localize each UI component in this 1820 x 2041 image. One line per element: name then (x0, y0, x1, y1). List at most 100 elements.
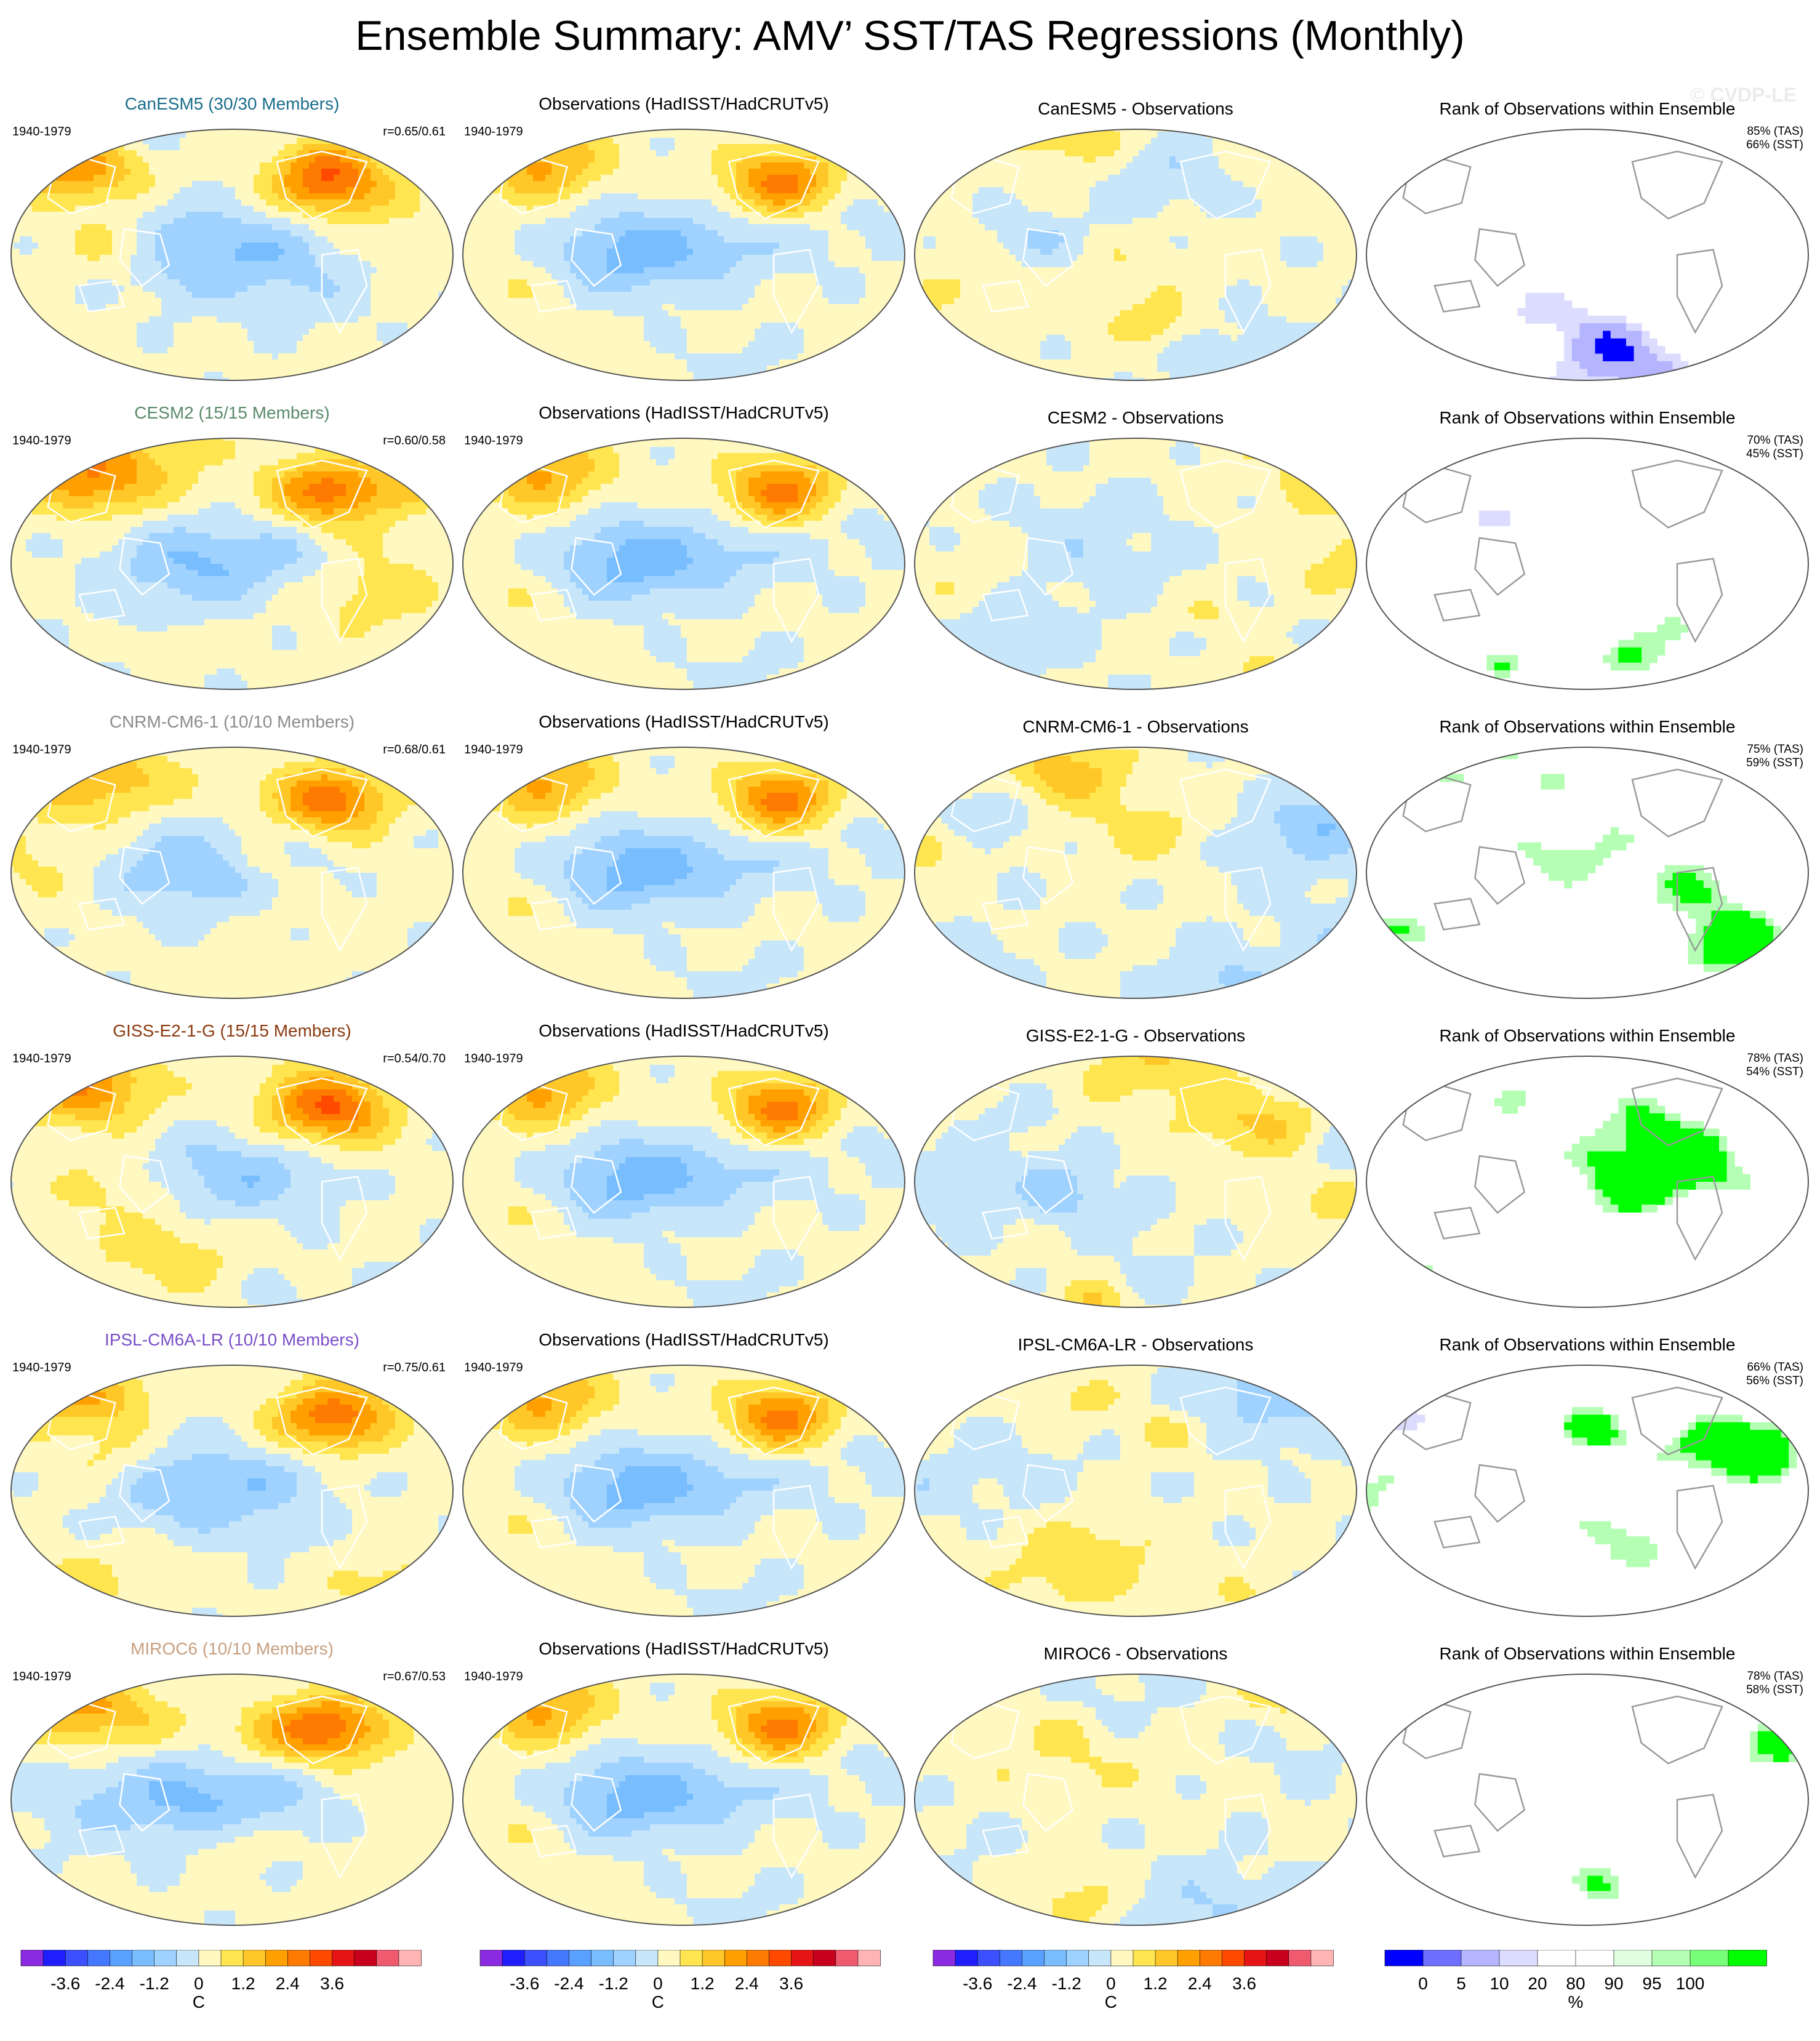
colorbar-swatch (1000, 1950, 1023, 1967)
coastline (1433, 897, 1481, 931)
map-field (1366, 1386, 1805, 1570)
coastline (1474, 1773, 1526, 1832)
coastline (276, 459, 368, 529)
colorbar-swatch (110, 1950, 133, 1967)
colorbar-swatch (398, 1950, 422, 1967)
colorbar-swatch (857, 1950, 881, 1967)
coastline (571, 846, 622, 905)
correlation-label: r=0.60/0.58 (323, 433, 446, 448)
observations-map (462, 129, 905, 381)
model-map (10, 747, 454, 999)
colorbar-swatch (198, 1950, 222, 1967)
colorbar-swatch (1266, 1950, 1289, 1967)
map-field (11, 1365, 453, 1616)
rank-map (1366, 438, 1809, 690)
colorbar-tick-label: 3.6 (1232, 1974, 1256, 1993)
colorbar-swatch (813, 1950, 836, 1967)
coastline (321, 249, 368, 334)
rank-sst-label: 45% (SST) (1680, 447, 1803, 461)
coastline (1224, 558, 1272, 643)
coastline (530, 279, 577, 313)
coastline (1474, 846, 1526, 905)
coastline (1224, 1485, 1272, 1570)
difference-map (914, 1365, 1357, 1617)
coastline (321, 1176, 368, 1261)
colorbar-swatch (1022, 1950, 1045, 1967)
colorbar-tick-label: 95 (1642, 1974, 1661, 1993)
colorbar-swatch (635, 1950, 659, 1967)
difference-map (914, 747, 1357, 999)
colorbar-tick-label: 0 (1106, 1974, 1116, 1993)
map-field (915, 1365, 1357, 1616)
obs-panel-title: Observations (HadISST/HadCRUTv5) (456, 1020, 912, 1041)
colorbar-swatch (1537, 1950, 1576, 1967)
map-border (914, 129, 1357, 381)
rank-tas-label: 85% (TAS) (1680, 124, 1803, 138)
map-border (10, 747, 454, 999)
coastline (1224, 1176, 1272, 1261)
difference-map (914, 1056, 1357, 1308)
map-border (462, 1056, 905, 1308)
difference-panel-title: IPSL-CM6A-LR - Observations (908, 1334, 1363, 1355)
coastline (321, 1485, 368, 1570)
coastline (1631, 1695, 1723, 1765)
map-field (1402, 459, 1723, 678)
colorbar-swatch (65, 1950, 89, 1967)
coastline (1631, 1077, 1723, 1147)
rank-sst-label: 59% (SST) (1680, 756, 1803, 770)
coastline (1179, 459, 1272, 529)
colorbar-swatch (1222, 1950, 1245, 1967)
map-border (1366, 438, 1809, 690)
colorbar-swatch (547, 1950, 570, 1967)
rank-panel-title: Rank of Observations within Ensemble (1360, 716, 1815, 737)
colorbar-swatch (1288, 1950, 1312, 1967)
colorbar-swatch (332, 1950, 355, 1967)
coastline (1631, 1386, 1723, 1456)
colorbar-swatch (42, 1950, 66, 1967)
map-field (463, 747, 905, 998)
rank-map (1366, 129, 1809, 381)
coastline (728, 150, 820, 220)
coastline (530, 1515, 577, 1549)
difference-map (914, 129, 1357, 381)
colorbar-unit: C (652, 1992, 664, 2011)
coastline (1179, 1386, 1272, 1456)
coastline (728, 768, 820, 838)
coastline (78, 588, 126, 622)
rank-panel-title: Rank of Observations within Ensemble (1360, 1643, 1815, 1664)
colorbar-swatch (747, 1950, 770, 1967)
map-border (10, 1674, 454, 1926)
coastline (1022, 537, 1074, 596)
map-border (914, 1056, 1357, 1308)
coastline (1676, 558, 1723, 643)
model-panel-title: IPSL-CM6A-LR (10/10 Members) (4, 1329, 460, 1350)
colorbar-tick-label: 0 (1418, 1974, 1428, 1993)
colorbar-tick-label: -3.6 (510, 1974, 539, 1993)
coastline (1433, 1515, 1481, 1549)
observations-map (462, 438, 905, 690)
map-border (462, 1365, 905, 1617)
colorbar-swatch (310, 1950, 333, 1967)
coastline (728, 1695, 820, 1765)
observations-map (462, 1674, 905, 1926)
colorbar-swatch (20, 1950, 44, 1967)
map-border (462, 747, 905, 999)
coastline (1631, 768, 1723, 838)
obs-panel-title: Observations (HadISST/HadCRUTv5) (456, 1638, 912, 1659)
coastline (1402, 1083, 1472, 1142)
coastline (1433, 1206, 1481, 1240)
colorbar-unit: C (193, 1992, 205, 2011)
colorbar-swatch (154, 1950, 177, 1967)
coastline (982, 279, 1029, 313)
colorbar-swatch (265, 1950, 289, 1967)
rank-panel-title: Rank of Observations within Ensemble (1360, 407, 1815, 428)
colorbar-swatch (220, 1950, 244, 1967)
figure-title: Ensemble Summary: AMV’ SST/TAS Regressio… (0, 11, 1820, 60)
observations-map (462, 1056, 905, 1308)
colorbar-swatch (591, 1950, 614, 1967)
colorbar-swatch (1651, 1950, 1691, 1967)
map-border (1366, 1674, 1809, 1926)
observations-map (462, 1365, 905, 1617)
correlation-label: r=0.68/0.61 (323, 742, 446, 757)
colorbar-tick-label: -2.4 (1007, 1974, 1036, 1993)
